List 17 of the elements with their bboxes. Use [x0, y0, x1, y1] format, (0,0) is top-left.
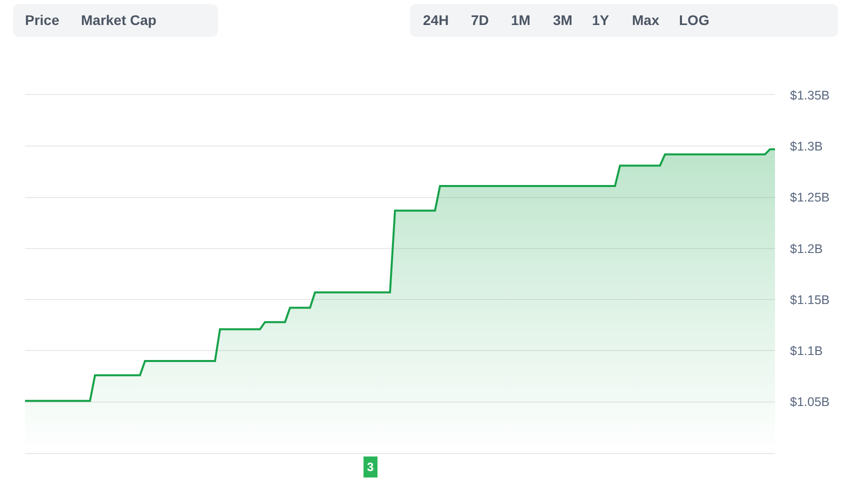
text: 1Y	[592, 12, 610, 28]
text: 7D	[471, 12, 489, 28]
text: 24H	[423, 12, 449, 28]
y-tick-label: $1.35B	[790, 88, 830, 102]
y-tick-label: $1.25B	[790, 190, 830, 205]
text: Price	[25, 12, 60, 28]
text: 1M	[511, 12, 530, 28]
text: Max	[632, 12, 660, 28]
y-tick-label: $1.2B	[790, 242, 823, 256]
text: 3M	[553, 12, 572, 28]
y-tick-label: $1.15B	[790, 292, 830, 307]
text: LOG	[679, 12, 710, 28]
text: Market Cap	[81, 12, 156, 28]
y-tick-label: $1.05B	[790, 395, 830, 410]
text: 3	[367, 460, 374, 474]
y-tick-label: $1.1B	[790, 344, 823, 358]
y-tick-label: $1.3B	[790, 140, 823, 154]
